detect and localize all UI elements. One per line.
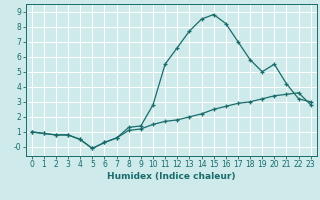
X-axis label: Humidex (Indice chaleur): Humidex (Indice chaleur) xyxy=(107,172,236,181)
